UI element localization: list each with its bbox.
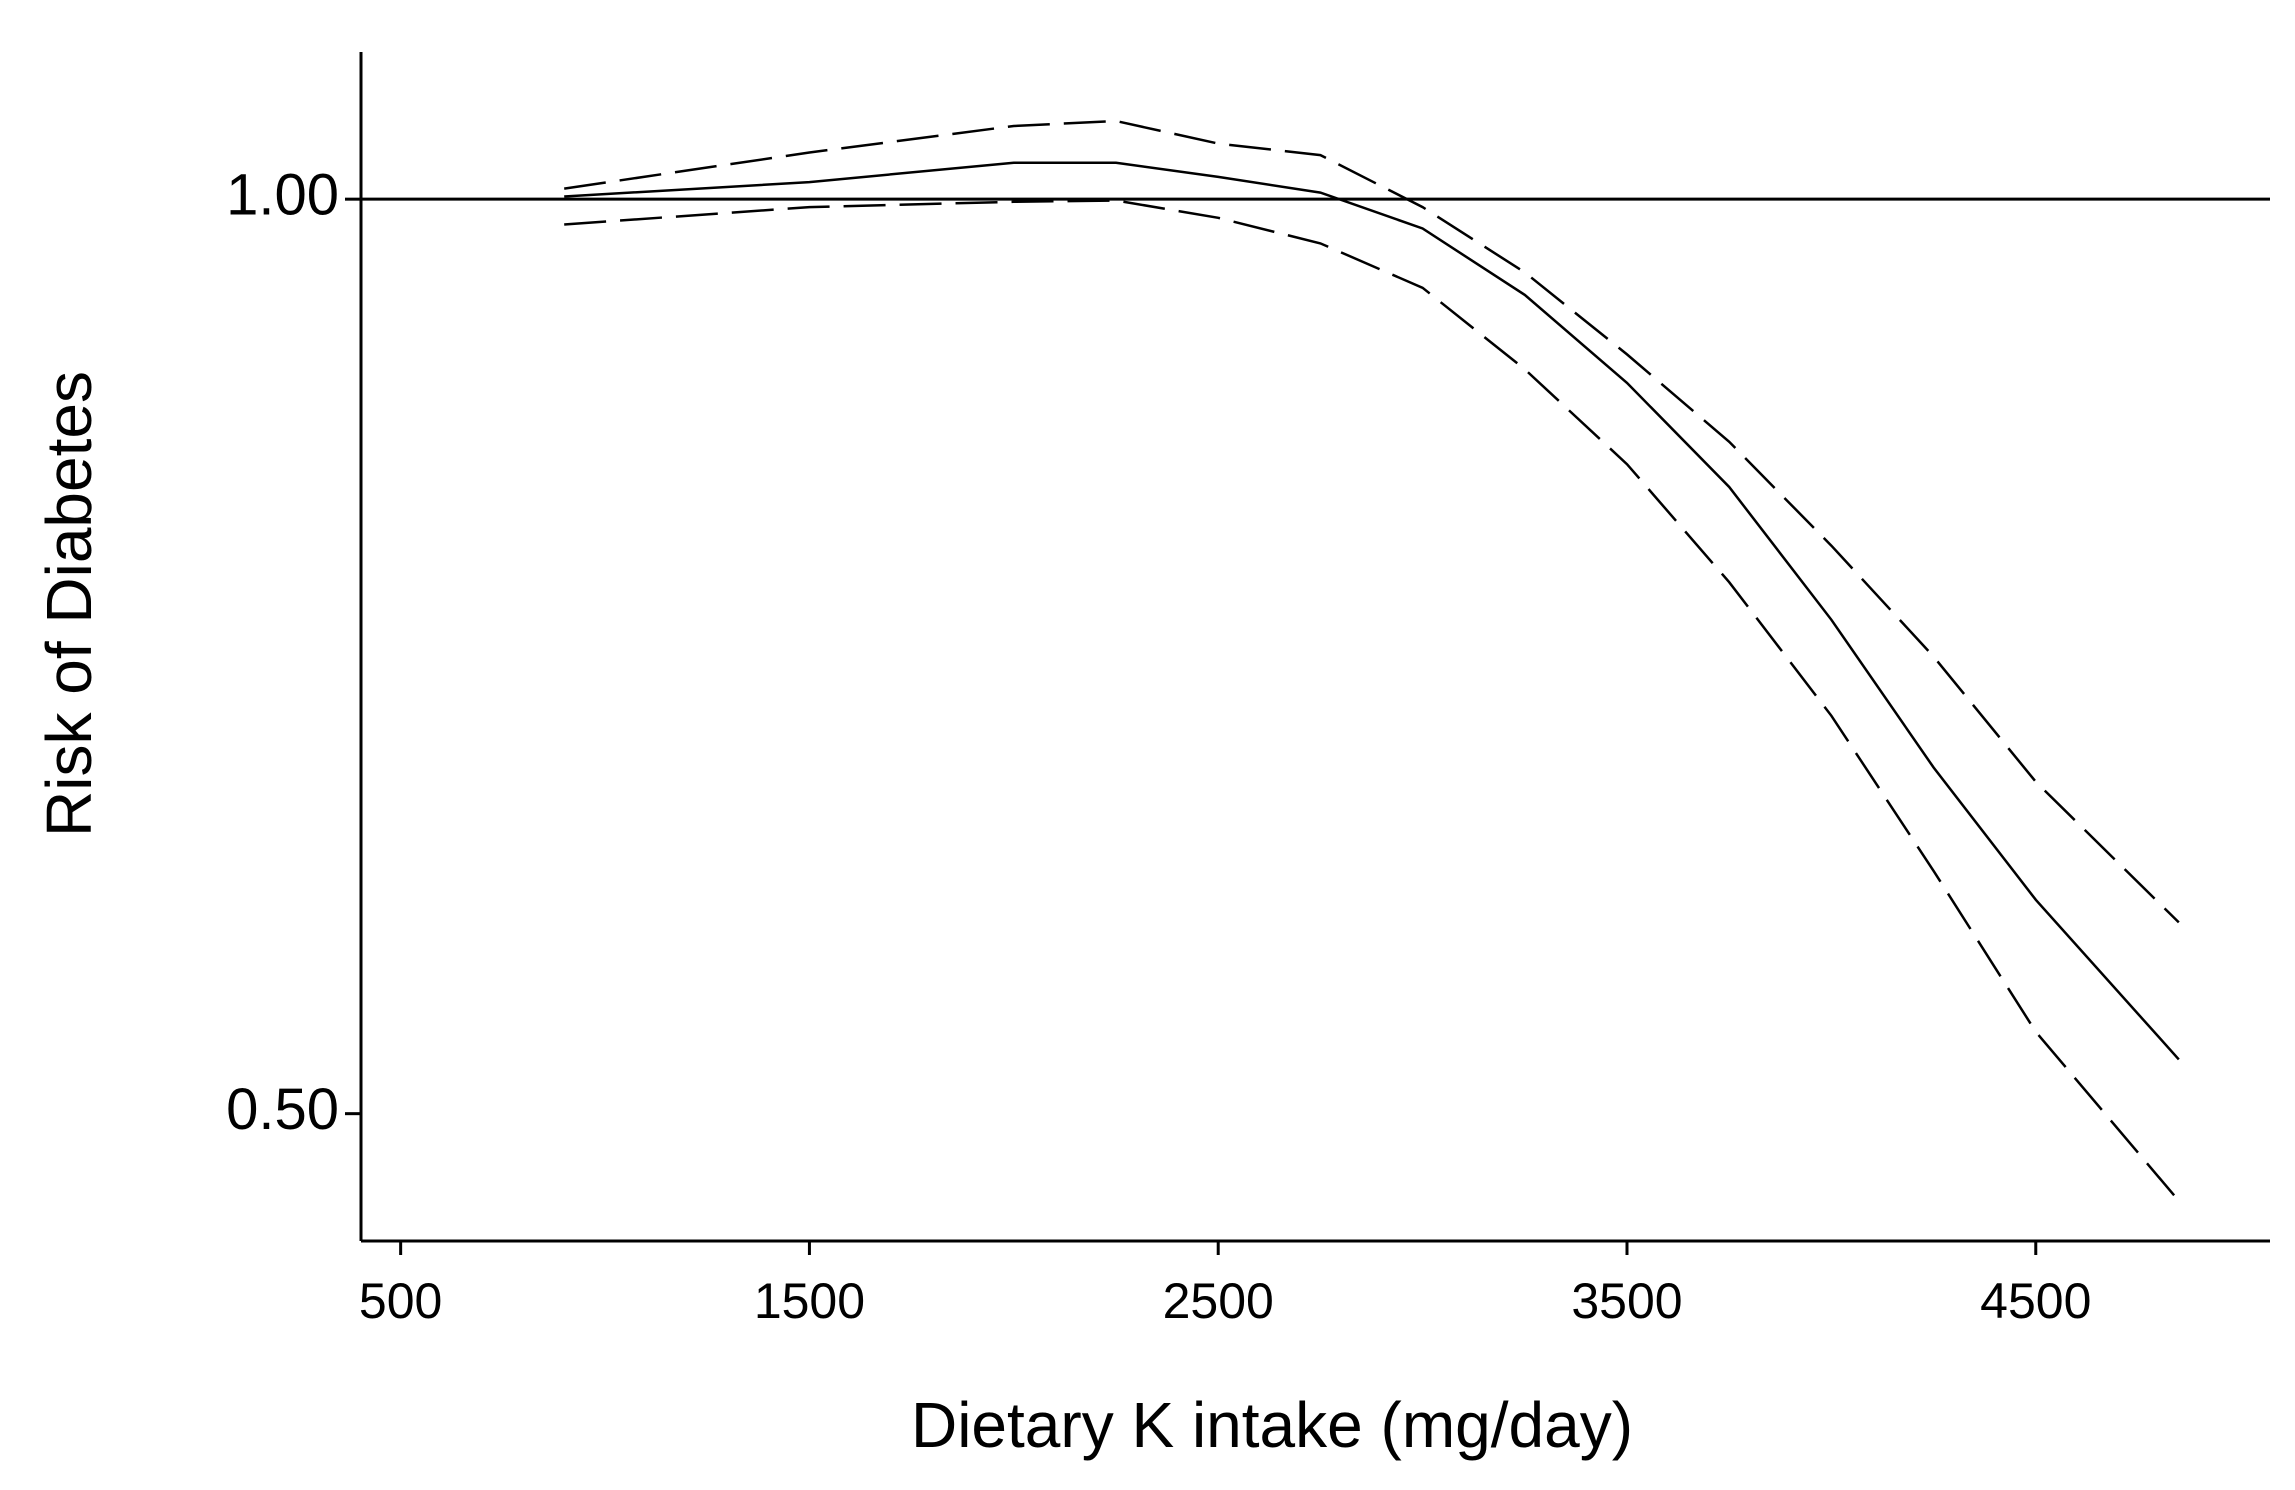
estimate-line	[564, 161, 2180, 1061]
x-axis-title: Dietary K intake (mg/day)	[911, 1389, 1633, 1461]
y-tick-label: 1.00	[226, 162, 339, 227]
ci-line	[564, 119, 2180, 924]
x-tick-label: 3500	[1571, 1273, 1682, 1329]
y-axis-title: Risk of Diabetes	[33, 371, 105, 837]
x-tick-label: 500	[359, 1273, 442, 1329]
x-tick-label: 1500	[754, 1273, 865, 1329]
x-tick-label: 2500	[1163, 1273, 1274, 1329]
y-tick-label: 0.50	[226, 1077, 339, 1142]
ci-line	[564, 199, 2180, 1202]
x-tick-label: 4500	[1980, 1273, 2091, 1329]
